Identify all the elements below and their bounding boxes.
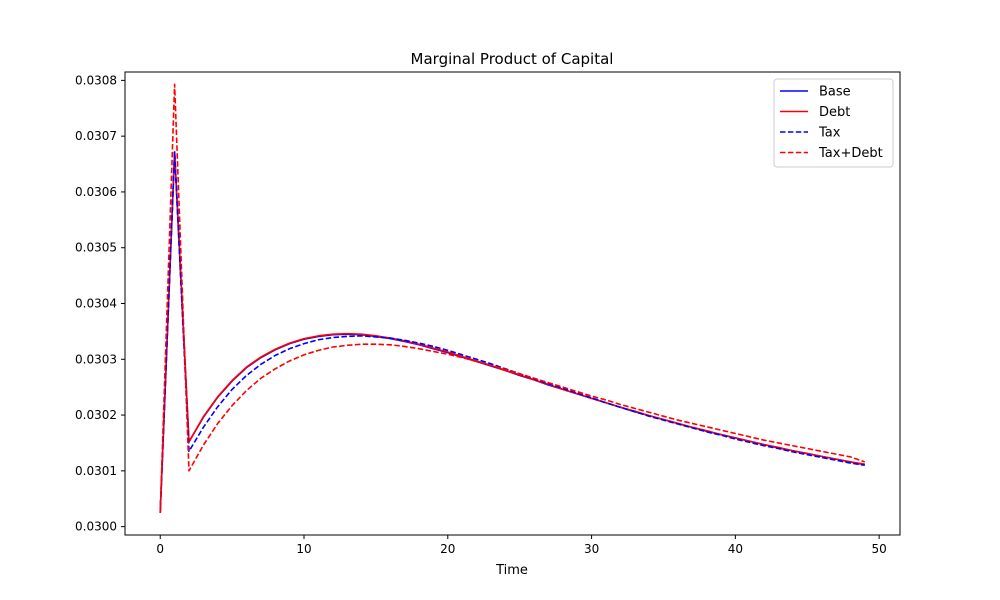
x-axis-label: Time xyxy=(495,563,528,578)
legend: Base Debt Tax Tax+Debt xyxy=(773,78,894,168)
x-tick-label: 50 xyxy=(872,542,887,556)
x-tick-label: 30 xyxy=(584,542,599,556)
y-tick-label: 0.0306 xyxy=(75,185,117,199)
series-line-base xyxy=(159,150,865,513)
y-tick-label: 0.0302 xyxy=(75,408,117,422)
x-tick-label: 40 xyxy=(728,542,743,556)
series-line-tax-debt xyxy=(159,83,866,513)
x-tick-label: 10 xyxy=(296,542,311,556)
legend-label: Tax+Debt xyxy=(818,146,883,161)
y-tick-label: 0.0307 xyxy=(75,129,117,143)
x-ticks: 0 10 20 30 40 50 xyxy=(156,535,887,556)
y-ticks: 0.0300 0.0301 0.0302 0.0303 0.0304 0.0305 0.03… xyxy=(75,73,125,534)
y-tick-label: 0.0308 xyxy=(75,73,117,87)
series-line-debt xyxy=(159,150,865,513)
chart-title: Marginal Product of Capital xyxy=(411,50,614,68)
x-tick-label: 0 xyxy=(156,542,164,556)
series-line-tax xyxy=(159,150,865,513)
legend-label: Tax xyxy=(818,126,841,141)
y-tick-label: 0.0305 xyxy=(75,241,117,255)
y-tick-label: 0.0304 xyxy=(75,297,117,311)
y-tick-label: 0.0303 xyxy=(75,352,117,366)
y-tick-label: 0.0300 xyxy=(75,520,117,534)
series-layer xyxy=(159,83,866,513)
y-tick-label: 0.0301 xyxy=(75,464,117,478)
legend-label: Debt xyxy=(819,105,850,120)
legend-label: Base xyxy=(819,85,851,100)
x-tick-label: 20 xyxy=(440,542,455,556)
legend-box xyxy=(773,78,894,168)
